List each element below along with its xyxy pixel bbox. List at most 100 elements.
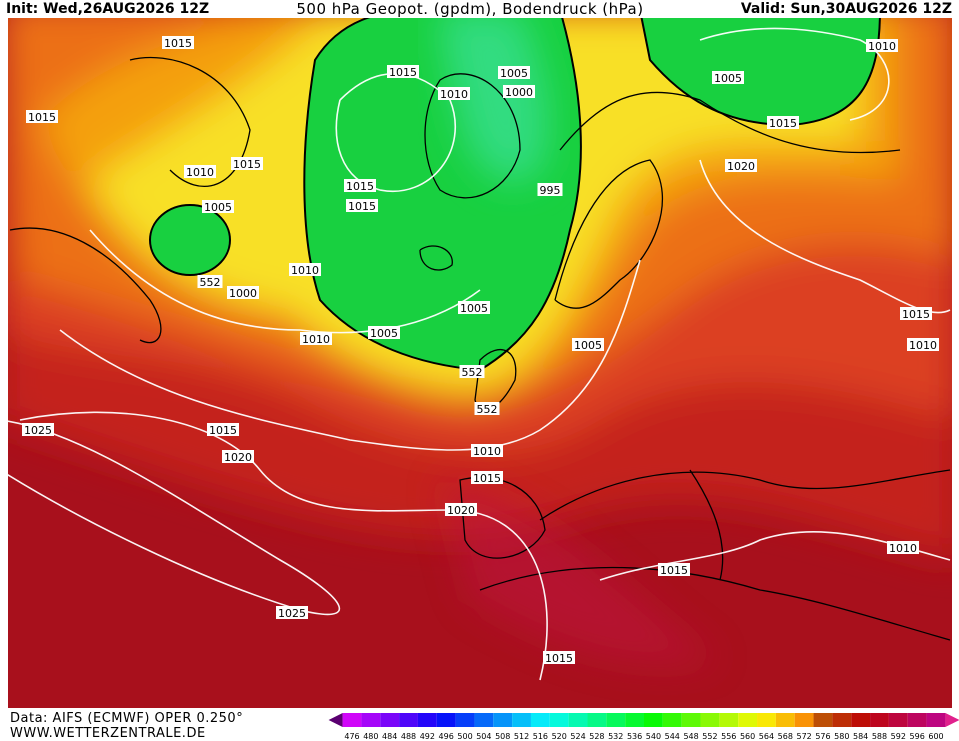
isobar-label: 1025 bbox=[24, 424, 52, 437]
isobar-label: 1005 bbox=[500, 67, 528, 80]
colorbar-cell bbox=[530, 713, 550, 727]
colorbar-cell bbox=[775, 713, 795, 727]
isobar-label: 1015 bbox=[389, 66, 417, 79]
colorbar-label: 544 bbox=[665, 732, 680, 741]
colorbar-label: 548 bbox=[683, 732, 698, 741]
colorbar-label: 524 bbox=[570, 732, 585, 741]
colorbar-label: 572 bbox=[796, 732, 811, 741]
label-box bbox=[26, 110, 58, 123]
colorbar-label: 592 bbox=[891, 732, 906, 741]
colorbar-cell bbox=[549, 713, 569, 727]
colorbar-cell bbox=[417, 713, 437, 727]
init-time: Init: Wed,26AUG2026 12Z bbox=[6, 1, 209, 17]
isobar-label: 1020 bbox=[727, 160, 755, 173]
colorbar-cell bbox=[832, 713, 852, 727]
isobar-label: 1015 bbox=[769, 117, 797, 130]
label-box bbox=[207, 423, 239, 436]
label-box bbox=[276, 606, 308, 619]
isobar-label: 1010 bbox=[302, 333, 330, 346]
isobar-label: 1010 bbox=[440, 88, 468, 101]
label-box bbox=[767, 116, 799, 129]
site-url: WWW.WETTERZENTRALE.DE bbox=[10, 726, 206, 741]
isobar-label: 1015 bbox=[28, 111, 56, 124]
label-box bbox=[907, 338, 939, 351]
isobar-label: 1015 bbox=[902, 308, 930, 321]
valid-time: Valid: Sun,30AUG2026 12Z bbox=[741, 1, 952, 17]
label-box bbox=[474, 402, 500, 415]
colorbar-label: 584 bbox=[853, 732, 868, 741]
colorbar-label: 564 bbox=[759, 732, 774, 741]
label-box bbox=[438, 87, 470, 100]
colorbar-cell bbox=[813, 713, 833, 727]
label-box bbox=[222, 450, 254, 463]
colorbar-cell bbox=[681, 713, 701, 727]
colorbar-cell bbox=[851, 713, 871, 727]
label-box bbox=[162, 36, 194, 49]
colorbar-arrow-left bbox=[328, 713, 343, 727]
label-box bbox=[543, 651, 575, 664]
isobar-label: 1000 bbox=[505, 86, 533, 99]
colorbar-cell bbox=[662, 713, 682, 727]
colorbar-label: 536 bbox=[627, 732, 642, 741]
colorbar-cell bbox=[719, 713, 739, 727]
label-box bbox=[471, 471, 503, 484]
colorbar-label: 600 bbox=[928, 732, 943, 741]
label-box bbox=[537, 183, 563, 196]
label-box bbox=[572, 338, 604, 351]
colorbar-label: 520 bbox=[552, 732, 567, 741]
label-box bbox=[503, 85, 535, 98]
colorbar-label: 500 bbox=[457, 732, 472, 741]
colorbar-label: 556 bbox=[721, 732, 736, 741]
isobar-label: 1015 bbox=[545, 652, 573, 665]
isobar-label: 1010 bbox=[291, 264, 319, 277]
colorbar-cell bbox=[888, 713, 908, 727]
colorbar-label: 540 bbox=[646, 732, 661, 741]
label-box bbox=[458, 301, 490, 314]
colorbar-label: 580 bbox=[834, 732, 849, 741]
isobar-label: 1000 bbox=[229, 287, 257, 300]
label-box bbox=[184, 165, 216, 178]
isobar-label: 1005 bbox=[714, 72, 742, 85]
isobar-label: 1020 bbox=[224, 451, 252, 464]
colorbar-cell bbox=[493, 713, 513, 727]
colorbar-label: 504 bbox=[476, 732, 491, 741]
isobar-label: 552 bbox=[462, 366, 483, 379]
colorbar-label: 496 bbox=[439, 732, 454, 741]
isobar-label: 1010 bbox=[868, 40, 896, 53]
isobar-label: 1015 bbox=[473, 472, 501, 485]
label-box bbox=[387, 65, 419, 78]
isobar-label: 1015 bbox=[346, 180, 374, 193]
isobar-label: 1010 bbox=[909, 339, 937, 352]
colorbar-label: 480 bbox=[363, 732, 378, 741]
colorbar-cell bbox=[606, 713, 626, 727]
colorbar-cell bbox=[870, 713, 889, 727]
label-box bbox=[725, 159, 757, 172]
colorbar-cell bbox=[455, 713, 475, 727]
colorbar-cell bbox=[399, 713, 418, 727]
isobar-label: 1010 bbox=[186, 166, 214, 179]
isobar-label: 1005 bbox=[370, 327, 398, 340]
label-box bbox=[445, 503, 477, 516]
colorbar-cell bbox=[568, 713, 588, 727]
isobar-label: 1015 bbox=[164, 37, 192, 50]
colorbar-label: 552 bbox=[702, 732, 717, 741]
colorbar-cell bbox=[625, 713, 644, 727]
isobar-label: 1015 bbox=[233, 158, 261, 171]
isobar-label: 1005 bbox=[204, 201, 232, 214]
isobar-label: 1005 bbox=[460, 302, 488, 315]
colorbar-cell bbox=[794, 713, 814, 727]
colorbar-label: 508 bbox=[495, 732, 510, 741]
isobar-label: 995 bbox=[540, 184, 561, 197]
isobar-label: 1015 bbox=[660, 564, 688, 577]
colorbar-cell bbox=[587, 713, 607, 727]
label-box bbox=[459, 365, 485, 378]
field bbox=[8, 18, 952, 708]
colorbar-arrow-right bbox=[945, 713, 959, 727]
colorbar-cell bbox=[700, 713, 720, 727]
colorbar-label: 560 bbox=[740, 732, 755, 741]
colorbar-label: 528 bbox=[589, 732, 604, 741]
label-box bbox=[202, 200, 234, 213]
isobar-label: 552 bbox=[200, 276, 221, 289]
